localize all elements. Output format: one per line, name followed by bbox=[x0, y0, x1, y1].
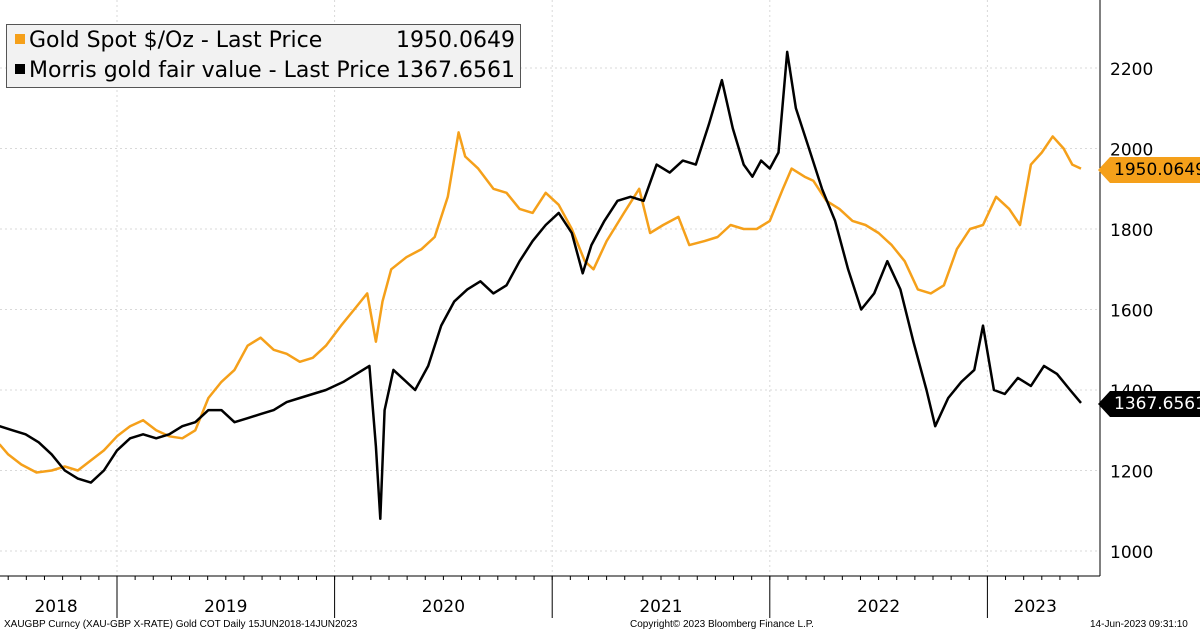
legend-entry-gold-spot: Gold Spot $/Oz - Last Price 1950.0649 bbox=[15, 27, 515, 55]
x-year-label: 2020 bbox=[422, 597, 465, 617]
y-tick-label: 1800 bbox=[1110, 221, 1153, 241]
grid-lines bbox=[0, 0, 1100, 576]
x-axis: 2018 2019 2020 2021 2022 2023 bbox=[0, 575, 1100, 618]
series-layer bbox=[0, 50, 1082, 521]
last-price-tag-gold: 1950.0649 bbox=[1098, 157, 1200, 183]
legend-value-gold: 1950.0649 bbox=[396, 28, 515, 53]
x-year-label: 2022 bbox=[857, 597, 900, 617]
legend-label-gold: Gold Spot $/Oz - Last Price bbox=[29, 28, 323, 53]
x-year-label: 2019 bbox=[204, 597, 247, 617]
legend-swatch-morris bbox=[15, 64, 25, 74]
last-price-tag-morris: 1367.6561 bbox=[1098, 391, 1200, 417]
legend-entry-morris-fair-value: Morris gold fair value - Last Price 1367… bbox=[15, 57, 515, 85]
footer-ticker-info: XAUGBP Curncy (XAU-GBP X-RATE) Gold COT … bbox=[4, 619, 358, 630]
x-year-label: 2018 bbox=[34, 597, 77, 617]
y-tick-label: 1000 bbox=[1110, 543, 1153, 563]
legend-label-morris: Morris gold fair value - Last Price bbox=[29, 58, 391, 83]
footer-timestamp: 14-Jun-2023 09:31:10 bbox=[1090, 619, 1188, 630]
y-tick-label: 1600 bbox=[1110, 302, 1153, 322]
y-tick-label: 2200 bbox=[1110, 60, 1153, 80]
x-year-label: 2023 bbox=[1014, 597, 1057, 617]
y-tick-label: 1200 bbox=[1110, 463, 1153, 483]
legend: Gold Spot $/Oz - Last Price 1950.0649 Mo… bbox=[6, 24, 521, 88]
x-year-label: 2021 bbox=[639, 597, 682, 617]
legend-swatch-gold bbox=[15, 34, 25, 44]
series-line-morris-fair-value bbox=[0, 50, 1082, 521]
y-tick-label: 2000 bbox=[1110, 141, 1153, 161]
legend-value-morris: 1367.6561 bbox=[396, 58, 515, 83]
footer-copyright: Copyright© 2023 Bloomberg Finance L.P. bbox=[630, 619, 814, 630]
series-line-gold-spot bbox=[0, 131, 1082, 474]
y-axis: 1000120014001600180020002200 bbox=[1099, 0, 1153, 576]
